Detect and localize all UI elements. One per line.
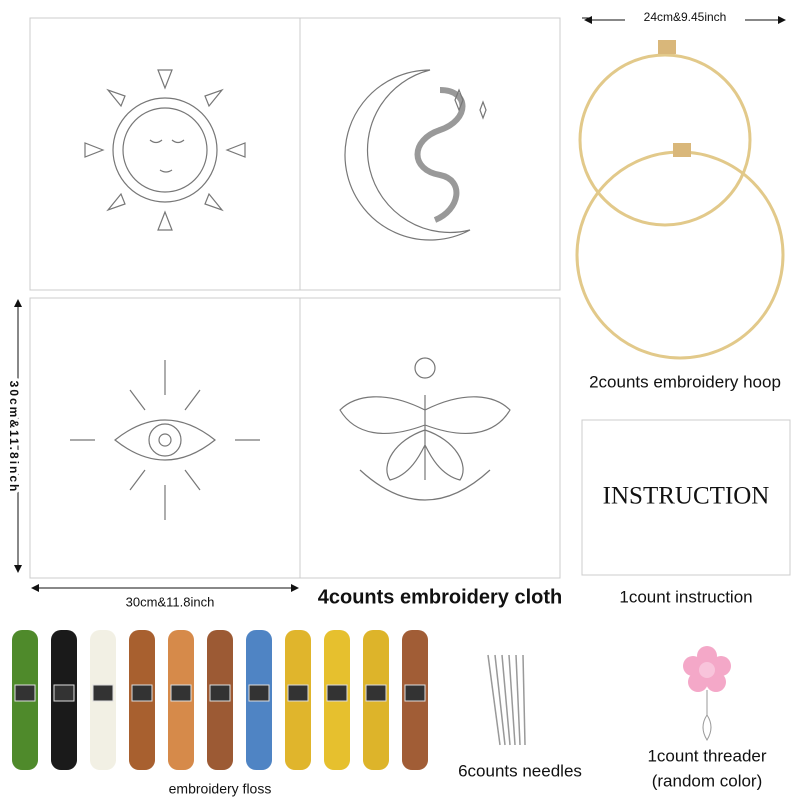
needles xyxy=(487,654,526,746)
floss-skeins xyxy=(11,629,429,771)
sun-design xyxy=(84,69,246,231)
threader-note: (random color) xyxy=(652,771,763,790)
threader xyxy=(683,646,731,741)
cloth-caption: 4counts embroidery cloth xyxy=(318,586,563,608)
hoops xyxy=(575,53,785,360)
floss-caption: embroidery floss xyxy=(169,781,272,797)
hoop-caption: 2counts embroidery hoop xyxy=(589,372,781,391)
eye-design xyxy=(70,360,260,520)
cloth-panels xyxy=(29,17,561,579)
threader-caption: 1count threader xyxy=(647,746,766,765)
instruction-card xyxy=(581,419,791,576)
hoop-size-label: 24cm&9.45inch xyxy=(644,10,727,24)
moon-snake-design xyxy=(344,69,487,241)
needles-caption: 6counts needles xyxy=(458,761,582,780)
instruction-caption: 1count instruction xyxy=(619,587,752,606)
instruction-card-text: INSTRUCTION xyxy=(603,483,770,510)
cloth-width-label: 30cm&11.8inch xyxy=(126,594,215,609)
cloth-height-label: 30cm&11.8inch xyxy=(7,381,21,494)
moth-design xyxy=(339,357,511,501)
